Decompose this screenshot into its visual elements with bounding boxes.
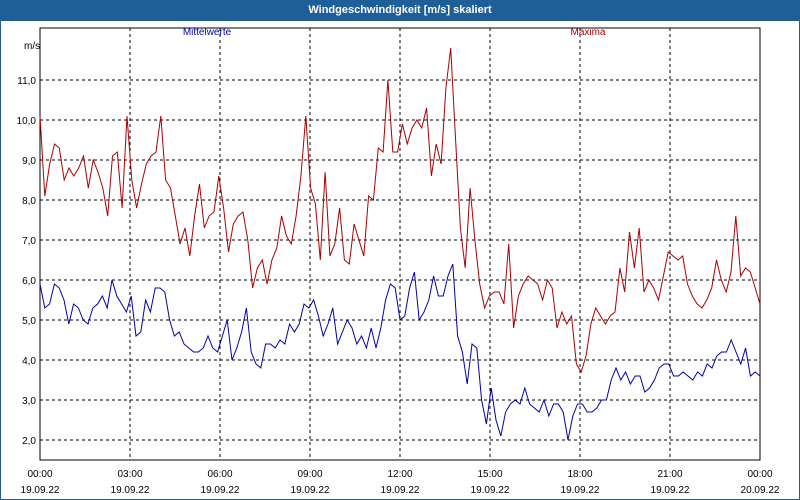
y-tick-label: 6,0 [22,276,36,287]
grid-lines [40,28,760,460]
y-ticks: 2,0 3,0 4,0 5,0 6,0 7,0 8,0 9,0 10,0 11,0 [17,76,37,447]
x-tick-date: 19.09.22 [201,485,240,496]
y-tick-label: 2,0 [22,436,36,447]
y-tick-label: 10,0 [17,116,37,127]
x-tick-time: 18:00 [567,469,592,480]
x-tick-date: 19.09.22 [381,485,420,496]
x-tick-time: 21:00 [657,469,682,480]
x-tick-time: 00:00 [747,469,772,480]
x-tick-date: 19.09.22 [561,485,600,496]
y-tick-label: 3,0 [22,396,36,407]
x-tick-date: 19.09.22 [471,485,510,496]
series-line-mittelwerte [39,263,761,441]
x-tick-date: 19.09.22 [21,485,60,496]
plot-area [39,27,761,461]
x-tick-date: 19.09.22 [651,485,690,496]
data-series [39,47,761,441]
y-tick-label: 4,0 [22,356,36,367]
x-tick-date: 20.09.22 [741,485,780,496]
y-tick-label: 8,0 [22,196,36,207]
y-tick-label: 5,0 [22,316,36,327]
series-line-maxima [39,47,761,374]
x-tick-time: 03:00 [117,469,142,480]
x-tick-date: 19.09.22 [291,485,330,496]
x-tick-time: 15:00 [477,469,502,480]
x-ticks: 00:00 19.09.22 03:00 19.09.22 06:00 19.09.22 0… [21,469,780,496]
y-axis-label: m/s [24,41,40,52]
y-tick-label: 11,0 [17,76,36,87]
x-tick-date: 19.09.22 [111,485,150,496]
chart-title: Windgeschwindigkeit [m/s] skaliert [1,1,799,21]
x-tick-time: 12:00 [387,469,412,480]
legend-mittelwerte: Mittelwerte [183,27,232,38]
x-tick-time: 06:00 [207,469,232,480]
legend-maxima: Maxima [570,27,605,38]
x-tick-time: 09:00 [297,469,322,480]
y-tick-label: 7,0 [22,236,36,247]
x-tick-time: 00:00 [27,469,52,480]
y-tick-label: 9,0 [22,156,36,167]
